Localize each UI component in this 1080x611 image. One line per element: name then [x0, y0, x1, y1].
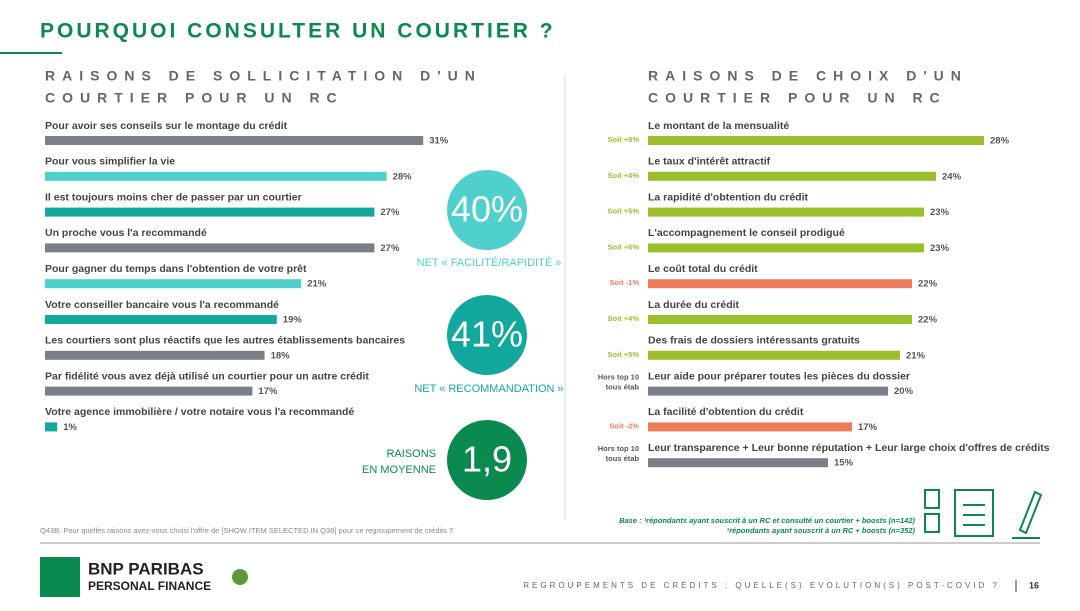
- question: Q43B. Pour quelles raisons avez-vous cho…: [40, 526, 453, 535]
- page-number: 16: [1029, 580, 1039, 590]
- category-label: Pour vous simplifier la vie: [45, 156, 175, 168]
- category-label: Le montant de la mensualité: [648, 120, 789, 132]
- note: Soit +4%: [608, 314, 640, 323]
- note: Soit +4%: [608, 171, 640, 180]
- category-label: Des frais de dossiers intéressants gratu…: [648, 335, 860, 347]
- badge-value: 41%: [451, 314, 523, 355]
- category-label: Par fidélité vous avez déjà utilisé un c…: [45, 370, 369, 382]
- category-label: La rapidité d'obtention du crédit: [648, 191, 809, 203]
- note: Hors top 10: [598, 373, 639, 382]
- value-label: 19%: [283, 315, 303, 326]
- note: Soit +6%: [608, 242, 640, 251]
- category-label: Leur transparence + Leur bonne réputatio…: [648, 442, 1050, 454]
- value-label: 21%: [906, 350, 926, 361]
- badge: [447, 295, 527, 375]
- note: Soit -1%: [609, 278, 639, 287]
- value-label: 20%: [894, 386, 914, 397]
- category-label: Un proche vous l'a recommandé: [45, 227, 207, 239]
- category-label: Votre agence immobilière / votre notaire…: [45, 406, 354, 418]
- category-label: Leur aide pour préparer toutes les pièce…: [648, 370, 910, 382]
- bar: [648, 422, 852, 432]
- bar: [648, 171, 936, 181]
- note: Soit -2%: [609, 421, 639, 430]
- bar: [648, 207, 924, 217]
- value-label: 27%: [380, 243, 400, 254]
- slide-title: POURQUOI CONSULTER UN COURTIER ?: [40, 20, 556, 43]
- badge-label: EN MOYENNE: [362, 464, 436, 476]
- category-label: Pour gagner du temps dans l'obtention de…: [45, 263, 307, 275]
- chart-title: COURTIER POUR UN RC: [648, 90, 947, 106]
- logo-text: BNP PARIBAS: [88, 559, 204, 578]
- bar: [648, 315, 912, 324]
- value-label: 18%: [271, 350, 291, 361]
- footer: REGROUPEMENTS DE CRÉDITS : QUELLE(S) EVO…: [523, 581, 1000, 590]
- bar: [45, 279, 302, 289]
- note: Soit +5%: [608, 350, 640, 359]
- value-label: 23%: [930, 243, 950, 254]
- note: tous étab: [606, 454, 640, 463]
- note: Soit +5%: [608, 207, 640, 216]
- bar: [45, 136, 424, 145]
- badge-label: RAISONS: [386, 448, 436, 460]
- bar: [45, 171, 387, 181]
- category-label: Le coût total du crédit: [648, 263, 758, 275]
- value-label: 17%: [858, 422, 878, 433]
- value-label: 22%: [918, 315, 938, 326]
- mascot: [232, 569, 248, 585]
- chart-title: RAISONS DE CHOIX D'UN: [648, 68, 968, 84]
- badge-value: 40%: [451, 189, 523, 230]
- bar: [648, 386, 888, 396]
- logo-mark: [40, 557, 80, 597]
- bar: [45, 350, 265, 360]
- note: Hors top 10: [598, 444, 639, 453]
- badge-label: NET « FACILITÉ/RAPIDITÉ »: [417, 256, 562, 269]
- value-label: 21%: [307, 279, 327, 290]
- base-note: ²répondants ayant souscrit à un RC + boo…: [727, 526, 916, 535]
- bar: [45, 243, 375, 253]
- bar: [45, 386, 253, 396]
- category-label: Les courtiers sont plus réactifs que les…: [45, 335, 405, 347]
- bar: [648, 458, 828, 468]
- category-label: L'accompagnement le conseil prodigué: [648, 227, 845, 239]
- badge: [447, 170, 527, 250]
- value-label: 28%: [990, 136, 1010, 147]
- bar: [45, 422, 58, 432]
- value-label: 15%: [834, 458, 854, 469]
- category-label: La durée du crédit: [648, 299, 740, 311]
- value-label: 27%: [380, 207, 400, 218]
- category-label: Pour avoir ses conseils sur le montage d…: [45, 120, 288, 132]
- badge-label: NET « RECOMMANDATION »: [414, 383, 563, 395]
- badge-value: 1,9: [462, 439, 512, 480]
- value-label: 23%: [930, 207, 950, 218]
- category-label: Il est toujours moins cher de passer par…: [45, 191, 302, 203]
- value-label: 31%: [429, 136, 449, 147]
- base-note: Base : ¹répondants ayant souscrit à un R…: [619, 516, 915, 525]
- chart-title: RAISONS DE SOLLICITATION D'UN: [45, 68, 482, 84]
- bar: [45, 207, 375, 217]
- chart-title: COURTIER POUR UN RC: [45, 90, 344, 106]
- category-label: La facilité d'obtention du crédit: [648, 406, 804, 418]
- value-label: 22%: [918, 279, 938, 290]
- note: tous étab: [606, 383, 640, 392]
- value-label: 28%: [393, 171, 413, 182]
- bar: [648, 243, 924, 253]
- bar: [648, 350, 900, 360]
- value-label: 24%: [942, 171, 962, 182]
- bar: [45, 315, 277, 324]
- value-label: 17%: [258, 386, 278, 397]
- doc-icons: [924, 489, 1043, 539]
- category-label: Votre conseiller bancaire vous l'a recom…: [45, 299, 279, 311]
- value-label: 1%: [63, 422, 77, 433]
- note: Soit +8%: [608, 135, 640, 144]
- bar: [648, 279, 912, 289]
- bar: [648, 136, 984, 145]
- category-label: Le taux d'intérêt attractif: [648, 156, 771, 168]
- badge: [447, 420, 527, 500]
- logo-text: PERSONAL FINANCE: [88, 579, 211, 593]
